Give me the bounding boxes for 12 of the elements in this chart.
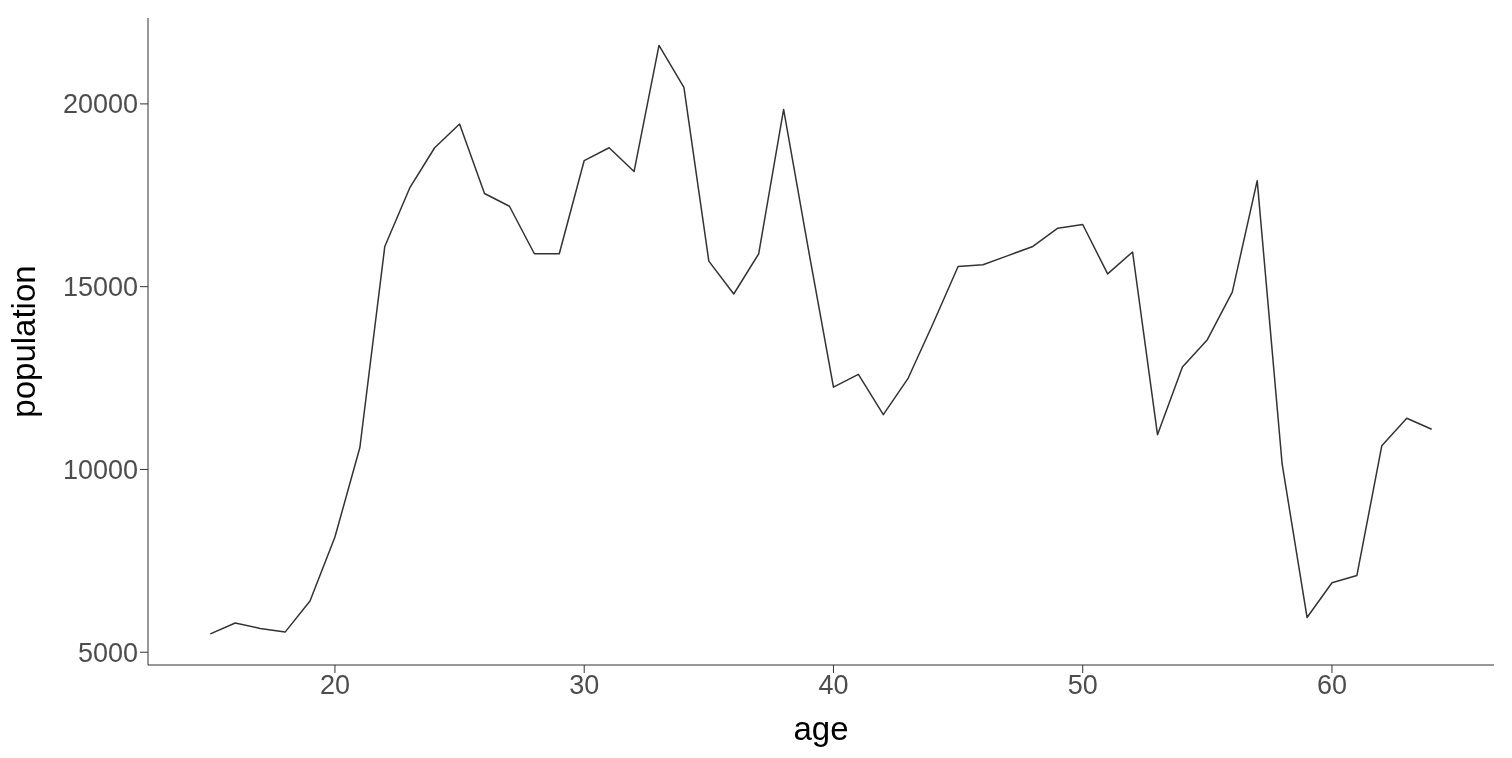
x-axis-title: age (793, 710, 849, 747)
x-tick-label: 50 (1067, 670, 1098, 701)
x-tick-label: 60 (1316, 670, 1347, 701)
y-tick-label: 15000 (62, 272, 138, 303)
y-tick-label: 5000 (77, 637, 138, 668)
x-tick-label: 40 (818, 670, 849, 701)
y-tick-label: 20000 (62, 89, 138, 120)
x-tick-label: 30 (569, 670, 600, 701)
x-tick-label: 20 (319, 670, 350, 701)
y-tick-label: 10000 (62, 455, 138, 486)
y-axis-title: population (4, 265, 42, 418)
line-series (209, 44, 1433, 635)
